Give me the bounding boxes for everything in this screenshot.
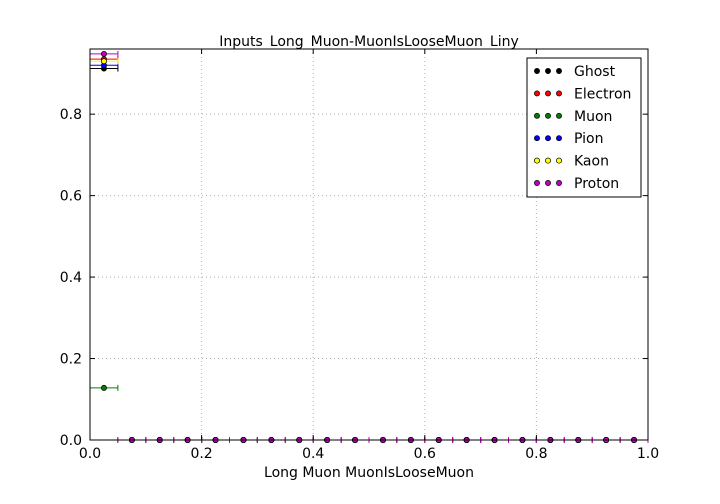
x-tick-label: 0.0 <box>79 446 101 462</box>
plot-frame <box>89 48 649 441</box>
legend-marker <box>534 157 540 164</box>
legend-marker <box>556 68 562 74</box>
legend-box <box>526 57 642 198</box>
legend-marker <box>545 135 551 142</box>
legend-marker <box>556 112 562 119</box>
legend-marker <box>545 112 551 119</box>
legend-label: Electron <box>574 86 631 102</box>
legend-marker <box>534 180 540 186</box>
legend-marker <box>534 90 540 97</box>
legend-label: Pion <box>574 131 603 147</box>
legend-entry-muon: Muon <box>534 109 612 125</box>
legend-marker <box>534 68 540 74</box>
y-tick-label: 0.8 <box>60 107 82 123</box>
legend-marker <box>534 112 540 119</box>
legend-entry-ghost: Ghost <box>534 64 616 80</box>
legend-label: Kaon <box>574 154 609 170</box>
y-tick-label: 0.4 <box>60 270 82 286</box>
data-point <box>100 384 107 391</box>
y-tick-label: 0.6 <box>60 189 82 205</box>
legend-marker <box>556 157 562 164</box>
x-tick-label: 0.2 <box>190 446 212 462</box>
legend-marker <box>545 157 551 164</box>
legend-marker <box>534 135 540 142</box>
legend-entry-kaon: Kaon <box>534 154 609 170</box>
legend-entry-pion: Pion <box>534 131 603 147</box>
legend-entry-electron: Electron <box>534 86 631 102</box>
legend-label: Proton <box>574 176 619 192</box>
axis-ticks: 0.0 0.2 0.4 0.6 0.8 1.0 0.0 0.2 0.4 0.6 0.8 <box>60 49 659 462</box>
x-tick-label: 0.8 <box>525 446 547 462</box>
legend: Ghost Electron Muon Pion Kaon Proton <box>526 57 642 198</box>
y-tick-label: 0.0 <box>60 433 82 449</box>
data-point <box>100 58 107 65</box>
legend-entry-proton: Proton <box>534 176 619 192</box>
legend-marker <box>545 68 551 74</box>
legend-marker <box>545 180 551 186</box>
x-tick-label: 0.6 <box>414 446 436 462</box>
data-point <box>100 50 107 57</box>
legend-marker <box>545 90 551 97</box>
chart-title: Inputs_Long_Muon-MuonIsLooseMuon_Liny <box>219 34 519 50</box>
legend-marker <box>556 90 562 97</box>
x-axis-label: Long Muon MuonIsLooseMuon <box>264 465 474 481</box>
legend-label: Ghost <box>574 64 616 80</box>
legend-label: Muon <box>574 109 612 125</box>
x-tick-label: 0.4 <box>302 446 324 462</box>
legend-marker <box>556 135 562 142</box>
x-tick-label: 1.0 <box>637 446 659 462</box>
y-tick-label: 0.2 <box>60 352 82 368</box>
legend-marker <box>556 180 562 186</box>
